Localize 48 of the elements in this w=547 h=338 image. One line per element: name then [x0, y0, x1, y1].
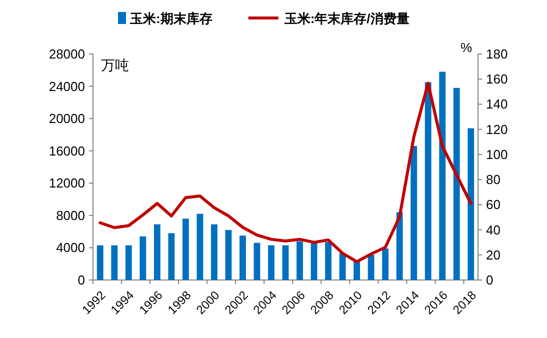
- bar: [424, 82, 432, 280]
- legend-label: 玉米:期末库存: [129, 11, 212, 26]
- bar: [182, 218, 189, 280]
- y2-tick-label: 20: [486, 247, 500, 262]
- y-tick-label: 0: [78, 272, 85, 288]
- bar: [225, 230, 232, 280]
- bar: [140, 236, 146, 280]
- y2-tick-label: 100: [486, 146, 508, 162]
- y-tick-label: 12000: [48, 176, 85, 191]
- y2-tick-label: 180: [486, 46, 508, 62]
- bar: [396, 212, 403, 280]
- y2-tick-label: 80: [486, 172, 500, 188]
- bar: [210, 224, 218, 280]
- bar: [154, 224, 160, 280]
- y-tick-label: 20000: [48, 111, 85, 126]
- bar: [254, 242, 260, 280]
- bar: [310, 242, 318, 280]
- bar: [282, 245, 289, 280]
- y-tick-label: 28000: [48, 46, 85, 62]
- bar: [168, 233, 175, 280]
- bar: [111, 245, 118, 280]
- bar: [196, 214, 204, 280]
- bar: [453, 88, 460, 280]
- bar: [468, 128, 474, 280]
- y-tick-label: 24000: [48, 78, 85, 94]
- y-tick-label: 8000: [56, 208, 85, 223]
- y-tick-label: 4000: [56, 240, 85, 256]
- y2-tick-label: 140: [486, 96, 508, 112]
- bar: [125, 245, 132, 280]
- y2-tick-label: 40: [486, 222, 500, 238]
- y-tick-label: 16000: [48, 143, 85, 158]
- legend-label: 玉米:年末库存/消费量: [283, 11, 410, 26]
- y2-tick-label: 60: [486, 197, 500, 212]
- y2-axis-title: %: [460, 40, 472, 55]
- bar: [439, 72, 446, 280]
- bar: [354, 261, 360, 280]
- bar: [296, 241, 303, 280]
- y-axis-title: 万吨: [101, 57, 129, 73]
- bar: [368, 254, 374, 280]
- bar: [382, 248, 389, 280]
- y2-tick-label: 120: [486, 122, 508, 137]
- y2-tick-label: 0: [486, 272, 494, 288]
- bar: [325, 242, 332, 280]
- bar: [240, 236, 246, 280]
- bar: [96, 245, 104, 280]
- bar: [410, 146, 418, 280]
- bar: [268, 245, 274, 280]
- y2-tick-label: 160: [486, 72, 508, 87]
